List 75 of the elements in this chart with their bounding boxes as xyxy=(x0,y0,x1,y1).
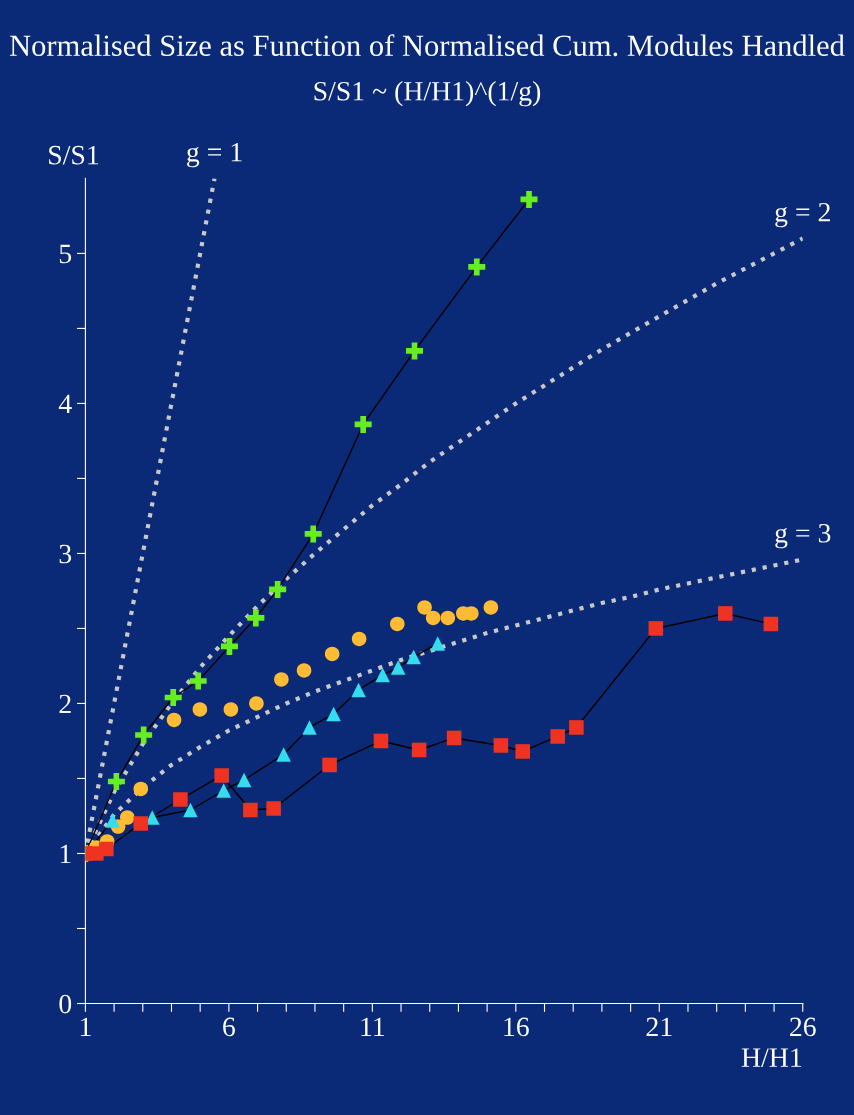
point xyxy=(107,772,125,790)
point xyxy=(243,802,258,818)
point xyxy=(214,768,229,783)
point xyxy=(223,702,239,717)
point xyxy=(236,772,252,788)
point xyxy=(133,816,149,831)
annotation: g = 2 xyxy=(775,202,830,228)
point xyxy=(390,616,405,632)
point xyxy=(99,841,114,857)
point xyxy=(468,258,486,276)
point xyxy=(430,636,446,651)
point xyxy=(718,606,733,621)
point xyxy=(220,637,238,655)
point xyxy=(302,720,317,735)
point xyxy=(373,733,389,749)
point xyxy=(425,610,441,626)
point xyxy=(166,712,182,728)
point xyxy=(135,726,153,744)
point xyxy=(515,744,530,759)
point xyxy=(269,580,287,598)
point xyxy=(120,810,135,825)
point xyxy=(417,600,432,615)
point xyxy=(375,667,390,683)
point xyxy=(247,609,265,627)
chart-title: Normalised Size as Function of Normalised Cum. Modules Handled xyxy=(9,34,845,57)
point xyxy=(322,757,337,773)
point xyxy=(274,672,289,687)
point xyxy=(493,738,509,753)
x-axis-title: H/H1 xyxy=(741,1048,802,1067)
y-tick-label: 4 xyxy=(58,394,72,414)
y-tick-label: 5 xyxy=(59,244,72,264)
point xyxy=(304,525,322,543)
x-tick-label: 16 xyxy=(504,1017,529,1037)
point xyxy=(354,415,372,433)
point xyxy=(324,646,340,662)
point xyxy=(296,663,312,678)
point xyxy=(648,621,664,636)
point xyxy=(351,682,366,698)
x-tick-label: 26 xyxy=(790,1017,816,1037)
x-tick-label: 11 xyxy=(361,1017,385,1036)
point xyxy=(276,747,291,762)
point xyxy=(266,801,281,816)
point xyxy=(406,649,421,665)
point xyxy=(763,616,779,632)
point xyxy=(133,781,149,797)
y-tick-label: 2 xyxy=(59,694,71,714)
y-tick-label: 3 xyxy=(59,544,72,564)
y-axis-title: S/S1 xyxy=(49,145,99,165)
point xyxy=(183,802,198,818)
point xyxy=(189,672,207,690)
annotation: g = 3 xyxy=(775,523,831,549)
text: g = 1 xyxy=(187,142,242,168)
point xyxy=(173,792,188,807)
y-tick-label: 0 xyxy=(59,994,72,1014)
point xyxy=(550,729,565,744)
point xyxy=(446,730,462,746)
point xyxy=(326,706,341,722)
point xyxy=(440,610,456,626)
point xyxy=(164,688,182,706)
point xyxy=(390,660,406,675)
point xyxy=(520,190,538,208)
point xyxy=(351,631,367,647)
point xyxy=(192,702,208,717)
point xyxy=(411,742,427,758)
point xyxy=(249,696,264,711)
point xyxy=(569,720,584,735)
point xyxy=(105,813,120,828)
y-tick-label: 1 xyxy=(60,844,71,864)
point xyxy=(483,600,499,615)
point xyxy=(216,783,231,798)
chart-subtitle: S/S1 ~ (H/H1)^(1/g) xyxy=(314,81,541,107)
point xyxy=(406,342,424,360)
x-tick-label: 1 xyxy=(80,1017,91,1036)
x-tick-label: 6 xyxy=(223,1017,235,1037)
x-tick-label: 21 xyxy=(646,1017,672,1036)
